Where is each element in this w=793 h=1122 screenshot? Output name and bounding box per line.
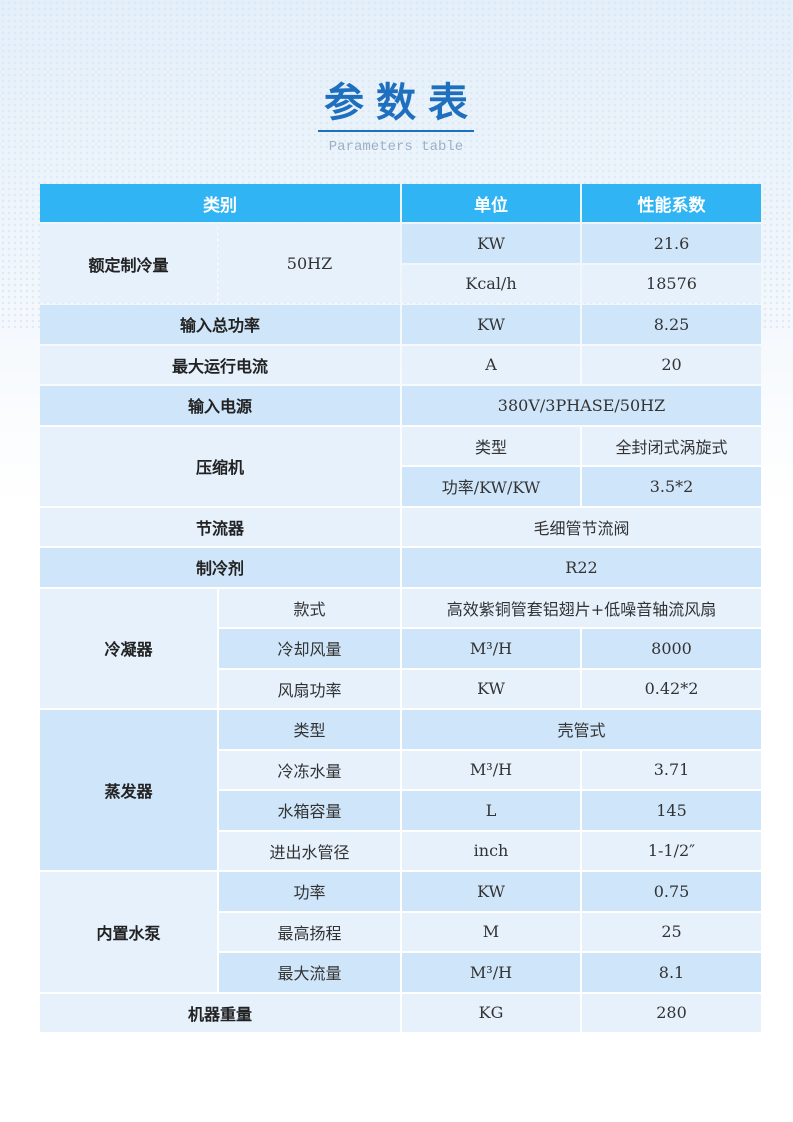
- table-cell: 风扇功率: [219, 669, 400, 708]
- table-row: 压缩机 类型 全封闭式涡旋式: [40, 426, 761, 506]
- table-header-row: 类别 单位 性能系数: [40, 184, 761, 222]
- category-cell: 输入电源: [40, 386, 400, 425]
- table-cell: M: [402, 912, 580, 951]
- column-header-value: 性能系数: [582, 184, 761, 222]
- table-row: 冷凝器 款式 高效紫铜管套铝翅片+低噪音轴流风扇: [40, 588, 761, 708]
- table-cell: KW: [402, 305, 580, 344]
- table-cell: 8.1: [582, 953, 761, 992]
- table-cell: Kcal/h: [402, 264, 580, 303]
- category-cell: 冷凝器: [40, 588, 217, 708]
- table-cell: 类型: [219, 710, 400, 749]
- table-cell: 类型: [402, 426, 580, 465]
- table-row: 额定制冷量 50HZ KW 21.6: [40, 224, 761, 303]
- table-row: 进出水管径 inch 1-1/2″: [40, 831, 761, 870]
- table-cell: KW: [402, 872, 580, 911]
- table-cell: 壳管式: [402, 710, 761, 749]
- table-row: 节流器 毛细管节流阀: [40, 507, 761, 546]
- table-cell: 145: [582, 791, 761, 830]
- table-cell: KW: [402, 669, 580, 708]
- page-subtitle: Parameters table: [328, 139, 464, 155]
- category-cell: 输入总功率: [40, 305, 400, 344]
- table-cell: 3.71: [582, 750, 761, 789]
- table-cell: R22: [402, 548, 761, 587]
- category-cell: 额定制冷量: [40, 224, 217, 303]
- table-row: 最大运行电流 A 20: [40, 345, 761, 384]
- table-cell: M³/H: [402, 953, 580, 992]
- category-cell: 制冷剂: [40, 548, 400, 587]
- table-cell: 功率/KW/KW: [402, 467, 580, 506]
- table-cell: 最大流量: [219, 953, 400, 992]
- category-cell: 最大运行电流: [40, 345, 400, 384]
- table-row: 最高扬程 M 25: [40, 912, 761, 951]
- table-cell: 3.5*2: [582, 467, 761, 506]
- table-cell: 380V/3PHASE/50HZ: [402, 386, 761, 425]
- table-row: 机器重量 KG 280: [40, 993, 761, 1032]
- table-row: 输入总功率 KW 8.25: [40, 305, 761, 344]
- table-cell: 功率: [219, 872, 400, 911]
- table-row: 冷冻水量 M³/H 3.71: [40, 750, 761, 789]
- table-cell: 毛细管节流阀: [402, 507, 761, 546]
- table-cell: inch: [402, 831, 580, 870]
- table-cell: 21.6: [582, 224, 761, 263]
- table-cell: 280: [582, 993, 761, 1032]
- table-row: 内置水泵 功率 KW 0.75: [40, 872, 761, 992]
- category-cell: 内置水泵: [40, 872, 217, 992]
- category-cell: 节流器: [40, 507, 400, 546]
- table-cell: 0.42*2: [582, 669, 761, 708]
- table-cell: 50HZ: [219, 224, 400, 303]
- table-cell: 18576: [582, 264, 761, 303]
- category-cell: 机器重量: [40, 993, 400, 1032]
- table-cell: 全封闭式涡旋式: [582, 426, 761, 465]
- table-cell: 冷却风量: [219, 629, 400, 668]
- column-header-category: 类别: [40, 184, 400, 222]
- table-cell: KW: [402, 224, 580, 263]
- table-row: 输入电源 380V/3PHASE/50HZ: [40, 386, 761, 425]
- table-row: 制冷剂 R22: [40, 548, 761, 587]
- table-cell: L: [402, 791, 580, 830]
- table-cell: M³/H: [402, 629, 580, 668]
- table-row: 蒸发器 类型 壳管式: [40, 710, 761, 870]
- page-title: 参数表: [324, 79, 480, 126]
- table-cell: 高效紫铜管套铝翅片+低噪音轴流风扇: [402, 588, 761, 627]
- table-row: Kcal/h 18576: [40, 264, 761, 303]
- table-cell: 25: [582, 912, 761, 951]
- table-cell: KG: [402, 993, 580, 1032]
- table-row: 最大流量 M³/H 8.1: [40, 953, 761, 992]
- table-row: 功率/KW/KW 3.5*2: [40, 467, 761, 506]
- table-cell: 进出水管径: [219, 831, 400, 870]
- table-cell: 0.75: [582, 872, 761, 911]
- table-cell: 20: [582, 345, 761, 384]
- table-row: 水箱容量 L 145: [40, 791, 761, 830]
- column-header-unit: 单位: [402, 184, 580, 222]
- table-cell: A: [402, 345, 580, 384]
- table-cell: 1-1/2″: [582, 831, 761, 870]
- parameters-table: 类别 单位 性能系数 额定制冷量 50HZ KW 21.6 Kcal/h 18576 输入总…: [38, 182, 763, 1034]
- category-cell: 压缩机: [40, 426, 400, 506]
- table-cell: 8000: [582, 629, 761, 668]
- table-cell: 最高扬程: [219, 912, 400, 951]
- title-underline: [318, 130, 474, 132]
- table-row: 风扇功率 KW 0.42*2: [40, 669, 761, 708]
- table-cell: 8.25: [582, 305, 761, 344]
- table-cell: 款式: [219, 588, 400, 627]
- table-cell: M³/H: [402, 750, 580, 789]
- category-cell: 蒸发器: [40, 710, 217, 870]
- table-row: 冷却风量 M³/H 8000: [40, 629, 761, 668]
- table-cell: 水箱容量: [219, 791, 400, 830]
- table-cell: 冷冻水量: [219, 750, 400, 789]
